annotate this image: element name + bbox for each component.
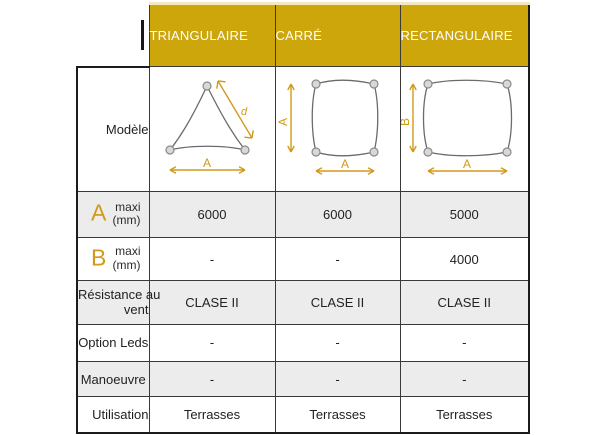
svg-text:A: A	[340, 157, 348, 171]
svg-text:d: d	[241, 106, 248, 118]
svg-text:B: B	[401, 118, 412, 126]
svg-text:A: A	[462, 157, 470, 171]
svg-text:A: A	[202, 156, 210, 170]
svg-text:A: A	[276, 118, 290, 126]
